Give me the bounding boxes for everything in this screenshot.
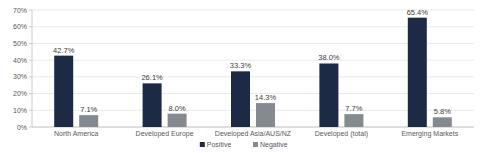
y-tick-label: 20% [13, 90, 27, 97]
bar [344, 114, 363, 127]
bar [319, 63, 338, 127]
data-label: 5.8% [434, 107, 451, 116]
grid-line [32, 110, 474, 111]
x-tick-label: Emerging Markets [401, 130, 458, 138]
bar [408, 18, 427, 127]
grid-line [32, 60, 474, 61]
data-label: 8.0% [169, 104, 186, 113]
chart-container: 0% 10% 20% 30% 40% 50% 60% 70% 42.7% 7.1% 26.1% 8.0… [0, 0, 480, 153]
data-label: 65.4% [407, 8, 429, 17]
data-label: 33.3% [230, 61, 252, 70]
y-tick [29, 127, 32, 128]
bar [168, 114, 187, 127]
bar [54, 56, 73, 127]
legend: Positive Negative [200, 141, 288, 149]
bars [54, 18, 452, 127]
x-tick-label: Developed Asia/AUS/NZ [215, 130, 292, 138]
y-tick-label: 10% [13, 107, 27, 114]
chart-svg: 0% 10% 20% 30% 40% 50% 60% 70% 42.7% 7.1% 26.1% 8.0… [0, 0, 480, 153]
data-label: 14.3% [255, 93, 277, 102]
grid-line [32, 93, 474, 94]
grid-line [32, 26, 474, 27]
x-tick-label: North America [54, 130, 98, 137]
legend-label: Negative [260, 141, 288, 149]
y-axis [32, 10, 33, 127]
y-tick-label: 30% [13, 73, 27, 80]
y-tick-label: 60% [13, 23, 27, 30]
y-tick [29, 43, 32, 44]
legend-label: Positive [207, 141, 232, 148]
grid-line [32, 43, 474, 44]
y-tick [29, 76, 32, 77]
legend-swatch [200, 142, 205, 147]
bar [143, 83, 162, 127]
y-tick [29, 60, 32, 61]
y-tick-label: 50% [13, 40, 27, 47]
x-tick-label: Developed Europe [136, 130, 194, 138]
x-axis [32, 127, 474, 128]
y-tick-label: 40% [13, 57, 27, 64]
bar [256, 103, 275, 127]
data-label: 38.0% [318, 53, 340, 62]
bar [231, 71, 250, 127]
data-label: 42.7% [53, 46, 75, 55]
y-tick [29, 26, 32, 27]
y-tick [29, 10, 32, 11]
y-tick [29, 110, 32, 111]
x-tick-label: Developed (total) [315, 130, 368, 138]
y-tick-label: 70% [13, 7, 27, 14]
bar [433, 117, 452, 127]
data-label: 7.7% [345, 104, 362, 113]
grid-line [32, 76, 474, 77]
legend-swatch [253, 142, 258, 147]
bar [79, 115, 98, 127]
data-label: 26.1% [141, 73, 163, 82]
y-tick-label: 0% [17, 124, 27, 131]
grid-line [32, 127, 474, 128]
data-label: 7.1% [80, 105, 97, 114]
data-labels: 42.7% 7.1% 26.1% 8.0% 33.3% 14.3% 38.0% 7.7% 65.… [53, 8, 451, 117]
y-tick [29, 93, 32, 94]
